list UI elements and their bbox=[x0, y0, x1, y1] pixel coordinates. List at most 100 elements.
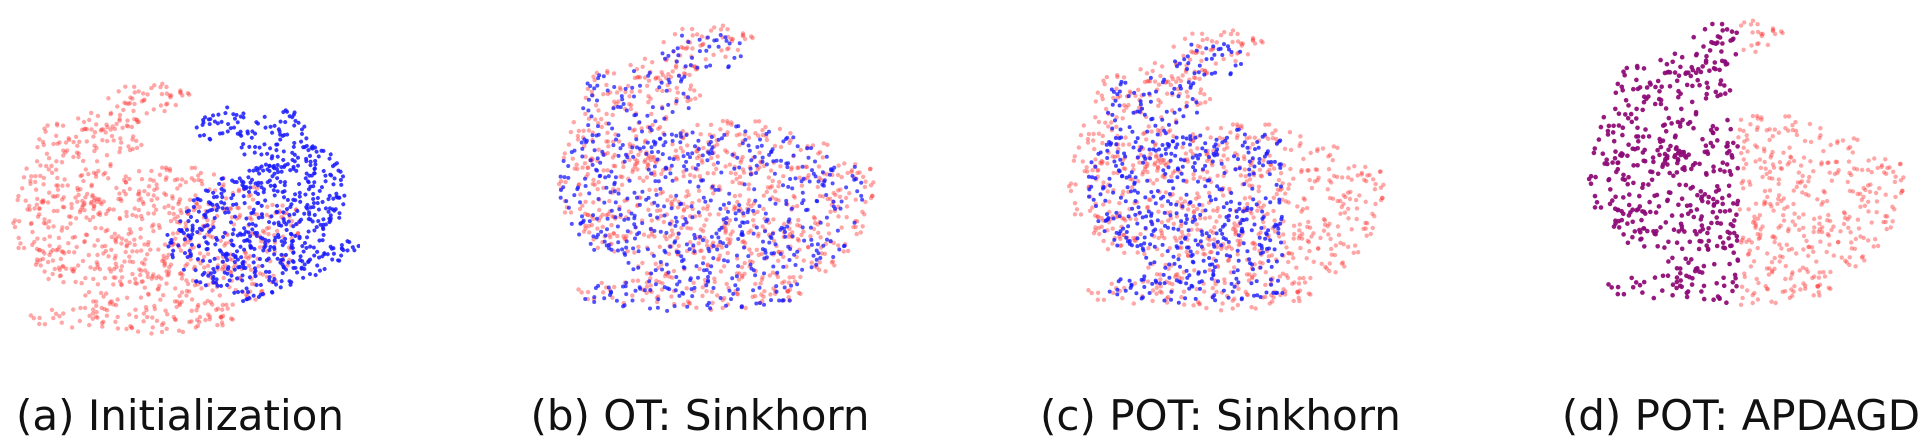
point bbox=[1859, 255, 1865, 260]
point bbox=[172, 216, 177, 221]
point bbox=[1222, 222, 1227, 227]
point bbox=[699, 34, 705, 39]
point bbox=[224, 196, 229, 201]
point bbox=[827, 172, 832, 177]
point bbox=[604, 139, 609, 144]
point bbox=[307, 173, 312, 178]
point bbox=[613, 164, 618, 169]
point bbox=[596, 76, 601, 81]
point bbox=[791, 153, 796, 158]
point bbox=[237, 264, 242, 269]
point bbox=[585, 165, 590, 171]
point bbox=[231, 193, 236, 198]
point bbox=[1759, 33, 1765, 39]
point bbox=[1201, 251, 1206, 257]
point bbox=[89, 184, 94, 189]
point bbox=[1845, 217, 1850, 222]
point bbox=[1883, 192, 1888, 197]
point bbox=[658, 229, 663, 234]
point bbox=[1250, 186, 1255, 191]
point bbox=[247, 296, 252, 301]
point bbox=[743, 305, 748, 311]
point bbox=[222, 201, 227, 206]
point bbox=[817, 267, 822, 273]
point bbox=[1304, 205, 1310, 211]
point bbox=[1122, 250, 1127, 255]
point bbox=[661, 40, 666, 45]
point bbox=[32, 206, 37, 211]
point bbox=[1230, 227, 1236, 232]
point bbox=[1208, 250, 1213, 255]
point bbox=[1154, 153, 1159, 158]
point bbox=[1249, 206, 1254, 211]
point bbox=[292, 123, 297, 128]
point bbox=[119, 282, 124, 287]
point bbox=[1256, 145, 1261, 150]
point bbox=[1130, 177, 1135, 182]
point bbox=[194, 308, 199, 313]
point bbox=[185, 255, 190, 260]
point bbox=[825, 237, 829, 242]
point bbox=[1242, 132, 1247, 137]
point bbox=[92, 143, 97, 148]
point bbox=[272, 221, 277, 226]
point bbox=[1257, 160, 1262, 165]
point bbox=[186, 219, 191, 224]
point bbox=[1226, 240, 1231, 244]
point bbox=[1257, 235, 1262, 240]
point bbox=[585, 289, 591, 295]
point bbox=[1263, 294, 1268, 300]
point bbox=[1291, 298, 1296, 304]
point bbox=[631, 128, 636, 133]
point bbox=[1105, 247, 1111, 252]
point bbox=[1191, 209, 1197, 214]
point bbox=[1741, 178, 1746, 184]
point bbox=[649, 218, 654, 223]
point bbox=[683, 64, 688, 69]
point bbox=[1167, 246, 1172, 251]
point bbox=[146, 184, 152, 189]
point bbox=[1209, 276, 1214, 281]
point bbox=[35, 196, 40, 202]
point bbox=[1219, 246, 1224, 252]
point bbox=[649, 271, 654, 276]
point bbox=[769, 184, 774, 189]
point bbox=[658, 191, 663, 196]
point bbox=[38, 163, 43, 168]
point bbox=[817, 193, 823, 199]
point bbox=[1791, 289, 1796, 294]
point bbox=[642, 75, 648, 80]
point bbox=[717, 253, 722, 258]
point bbox=[790, 234, 795, 239]
point bbox=[774, 158, 779, 163]
point bbox=[1280, 291, 1285, 295]
point bbox=[653, 179, 658, 184]
point bbox=[698, 248, 703, 254]
point bbox=[51, 208, 56, 214]
point bbox=[1098, 160, 1103, 165]
point bbox=[665, 308, 670, 313]
point bbox=[647, 70, 652, 75]
point bbox=[850, 173, 855, 178]
point bbox=[795, 223, 800, 228]
point bbox=[630, 145, 635, 150]
point bbox=[225, 105, 230, 110]
point bbox=[628, 62, 633, 68]
point bbox=[1148, 197, 1153, 203]
point bbox=[75, 185, 80, 191]
point bbox=[746, 201, 751, 207]
point bbox=[1157, 147, 1161, 152]
point bbox=[134, 249, 140, 254]
point bbox=[673, 65, 679, 70]
point bbox=[788, 131, 793, 136]
point bbox=[151, 178, 156, 183]
point bbox=[732, 193, 738, 199]
point bbox=[622, 217, 627, 222]
point bbox=[696, 184, 701, 189]
point bbox=[660, 267, 664, 272]
point bbox=[781, 264, 786, 269]
point bbox=[1215, 205, 1221, 211]
point bbox=[1750, 300, 1755, 306]
point bbox=[578, 192, 583, 197]
point bbox=[235, 257, 240, 262]
